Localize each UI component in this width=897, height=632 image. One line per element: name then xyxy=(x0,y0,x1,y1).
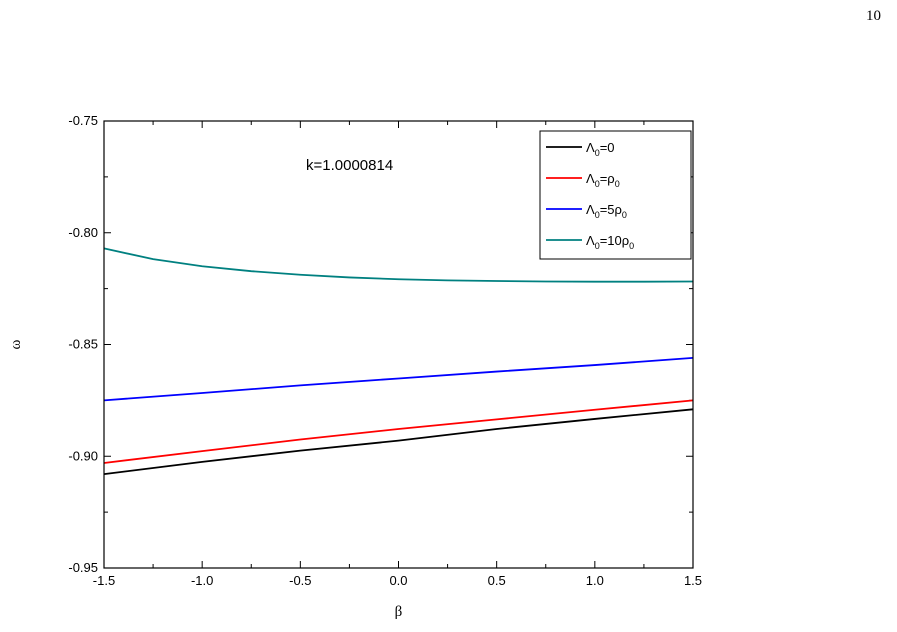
legend: Λ0=0 Λ0=ρ0 Λ0=5ρ0 Λ0=10ρ0 xyxy=(539,130,692,260)
x-tick-label: 1.0 xyxy=(586,573,604,588)
k-annotation: k=1.0000814 xyxy=(306,157,393,174)
legend-label: Λ0=ρ0 xyxy=(586,171,620,189)
x-tick-label: 1.5 xyxy=(684,573,702,588)
series-line-3 xyxy=(103,357,694,402)
y-tick-label: -0.75 xyxy=(68,113,98,128)
x-tick-label: 0.0 xyxy=(389,573,407,588)
x-axis-label: β xyxy=(395,604,403,620)
legend-label: Λ0=5ρ0 xyxy=(586,202,627,220)
legend-box xyxy=(539,130,692,260)
x-tick-label: 0.5 xyxy=(488,573,506,588)
legend-label: Λ0=10ρ0 xyxy=(586,233,634,251)
y-tick-label: -0.95 xyxy=(68,560,98,575)
y-tick-label: -0.80 xyxy=(68,225,98,240)
page-number: 10 xyxy=(866,8,881,24)
series-line-1 xyxy=(103,408,694,476)
series-line-4 xyxy=(103,247,694,283)
legend-label: Λ0=0 xyxy=(586,140,615,158)
y-tick-label: -0.85 xyxy=(68,337,98,352)
x-tick-label: -0.5 xyxy=(289,573,311,588)
series-layer xyxy=(103,247,694,476)
series-line-2 xyxy=(103,399,694,464)
y-tick-label: -0.90 xyxy=(68,448,98,463)
y-axis-label: ω xyxy=(8,339,24,349)
plot-frame xyxy=(103,120,694,569)
x-tick-label: -1.0 xyxy=(191,573,213,588)
ticks-layer: -1.5 -1.0 -0.5 0.0 0.5 1.0 1.5 -0.95 -0.90 -0.85 -… xyxy=(68,113,702,588)
x-tick-label: -1.5 xyxy=(93,573,115,588)
